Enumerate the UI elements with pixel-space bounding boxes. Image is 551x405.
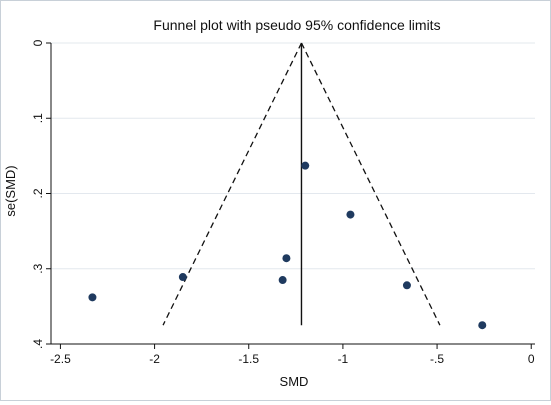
data-point [346, 210, 355, 219]
x-tick-label: 0 [528, 352, 535, 366]
x-tick-label: -2 [149, 352, 160, 366]
x-tick-label: -2.5 [50, 352, 71, 366]
data-point [178, 273, 187, 282]
x-tick-label: -1.5 [238, 352, 259, 366]
y-tick-label: .1 [31, 113, 45, 123]
x-axis-label: SMD [280, 374, 309, 389]
y-tick-label: 0 [31, 39, 45, 46]
y-axis-label: se(SMD) [3, 165, 18, 216]
y-tick-label: .2 [31, 188, 45, 198]
upper-confidence-limit [300, 42, 441, 326]
data-point [478, 321, 487, 330]
data-point [88, 293, 97, 302]
data-point [402, 281, 411, 290]
x-tick-label: -1 [338, 352, 349, 366]
data-point [278, 276, 287, 285]
gridlines [51, 42, 535, 345]
y-tick-label: .3 [31, 263, 45, 273]
y-tick-label: .4 [31, 339, 45, 349]
axes: 0 .1 .2 .3 .4 -2.5 -2 -1.5 -1 -.5 0 [31, 39, 535, 366]
funnel-lines [162, 42, 441, 326]
chart-title: Funnel plot with pseudo 95% confidence l… [153, 17, 440, 33]
x-tick-label: -.5 [430, 352, 444, 366]
data-point [282, 254, 291, 263]
data-point [301, 161, 310, 170]
data-points [88, 161, 487, 330]
